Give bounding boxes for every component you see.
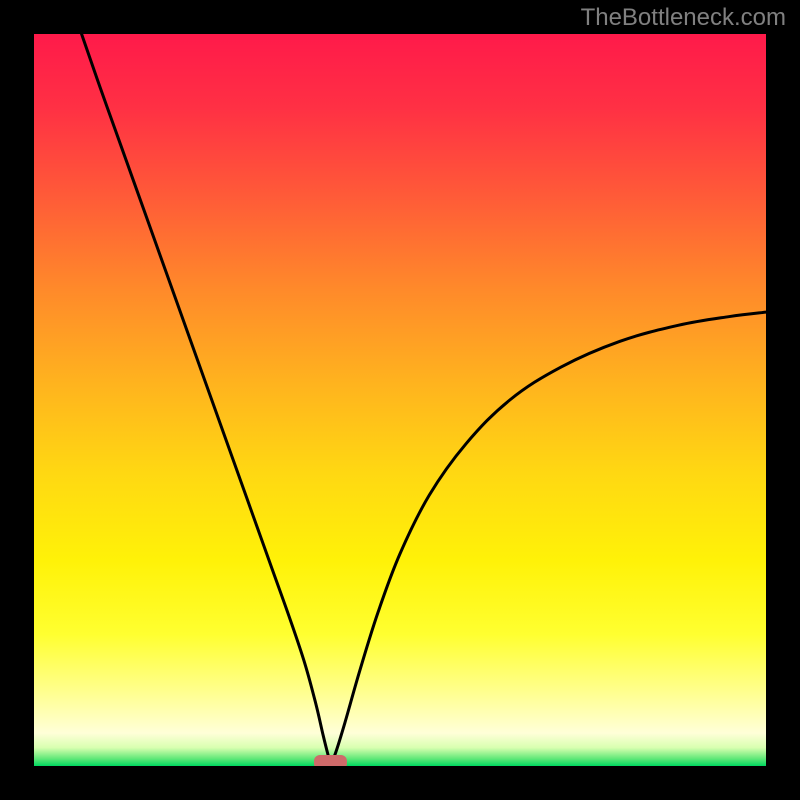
watermark-text: TheBottleneck.com <box>581 4 786 32</box>
outer-frame <box>0 0 800 800</box>
dip-marker <box>314 755 347 766</box>
plot-area <box>34 34 766 766</box>
plot-svg <box>34 34 766 766</box>
gradient-background <box>34 34 766 766</box>
